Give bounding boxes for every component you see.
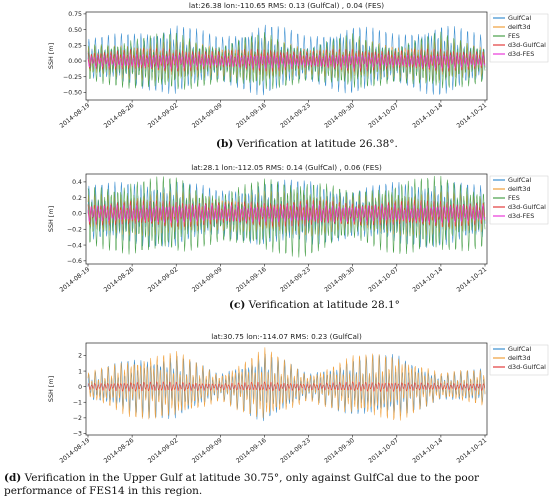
x-tick-label: 2014-09-09 [191,102,224,130]
x-tick-label: 2014-09-02 [147,102,180,130]
y-tick-label: 0.0 [72,211,82,218]
x-tick-label: 2014-10-14 [411,102,444,130]
legend-frame [489,344,549,376]
chart-b: lat:26.38 lon:-110.65 RMS: 0.13 (GulfCal… [47,1,549,130]
series-line-d3d-fes [87,54,486,69]
x-tick-label: 2014-09-23 [279,437,312,465]
x-tick-label: 2014-10-07 [367,266,400,294]
x-tick-label: 2014-08-26 [103,266,136,294]
y-tick-label: 0.50 [68,27,82,34]
series-line-d3d-fes [87,203,486,224]
chart-d: lat:30.75 lon:-114.07 RMS: 0.23 (GulfCal… [47,332,549,465]
y-tick-label: −1 [73,399,82,406]
x-tick-label: 2014-10-07 [367,437,400,465]
legend-label: delft3d [508,185,531,193]
series-group [87,175,486,258]
legend-label: delft3d [508,354,531,362]
plot-frame [85,173,488,265]
legend-label: GulfCal [508,14,531,22]
legend-label: GulfCal [508,345,531,353]
x-tick-label: 2014-09-30 [323,437,356,465]
legend-label: GulfCal [508,176,531,184]
caption-d: (d) Verification in the Upper Gulf at la… [4,472,544,498]
y-tick-label: −2 [73,415,82,422]
y-axis-label: SSH [m] [47,376,55,402]
chart-title: lat:30.75 lon:-114.07 RMS: 0.23 (GulfCal… [211,332,362,341]
legend-label: d3d-FES [508,212,534,220]
legend-label: d3d-GulfCal [508,363,546,371]
x-tick-label: 2014-09-02 [147,437,180,465]
x-tick-label: 2014-08-19 [59,266,92,294]
y-tick-label: 1 [78,368,82,375]
y-tick-label: 0 [78,384,82,391]
y-tick-label: 2 [78,353,82,360]
y-tick-label: −0.4 [67,242,82,249]
x-tick-label: 2014-08-26 [103,102,136,130]
caption-b-text: Verification at latitude 26.38°. [233,138,398,150]
x-tick-label: 2014-09-16 [235,266,268,294]
y-tick-label: 0.00 [68,58,82,65]
caption-c-label: (c) [229,299,246,311]
y-axis-label: SSH [m] [47,206,55,232]
x-tick-label: 2014-09-30 [323,102,356,130]
caption-c: (c) Verification at latitude 28.1° [229,299,400,312]
x-tick-label: 2014-10-14 [411,437,444,465]
x-tick-label: 2014-10-14 [411,266,444,294]
caption-d-label: (d) [4,472,22,484]
y-tick-label: −0.2 [67,226,82,233]
y-tick-label: 0.25 [68,43,82,50]
chart-title: lat:26.38 lon:-110.65 RMS: 0.13 (GulfCal… [189,1,384,10]
legend-label: d3d-GulfCal [508,41,546,49]
y-tick-label: 0.4 [72,179,82,186]
legend-label: delft3d [508,23,531,31]
plot-frame [85,11,488,101]
y-tick-label: −0.50 [63,90,82,97]
x-tick-label: 2014-09-30 [323,266,356,294]
y-tick-label: 0.2 [72,195,82,202]
caption-c-text: Verification at latitude 28.1° [245,299,400,311]
series-line-d3d-gulfcal [87,381,486,392]
y-tick-label: −3 [73,431,82,438]
legend-label: d3d-FES [508,50,534,58]
x-tick-label: 2014-09-02 [147,266,180,294]
caption-b: (b) Verification at latitude 26.38°. [216,138,398,151]
series-group [87,347,486,422]
caption-d-text: Verification in the Upper Gulf at latitu… [4,472,480,497]
x-tick-label: 2014-09-09 [191,437,224,465]
y-tick-label: −0.6 [67,258,82,265]
x-tick-label: 2014-10-21 [456,266,489,294]
x-tick-label: 2014-10-07 [367,102,400,130]
legend-label: FES [508,32,520,40]
x-tick-label: 2014-08-19 [59,437,92,465]
x-tick-label: 2014-08-26 [103,437,136,465]
chart-c: lat:28.1 lon:-112.05 RMS: 0.14 (GulfCal)… [47,163,549,294]
x-tick-label: 2014-08-19 [59,102,92,130]
caption-b-label: (b) [216,138,234,150]
y-axis-label: SSH [m] [47,43,55,69]
y-tick-label: −0.25 [63,74,82,81]
series-line-delft3d [87,347,486,421]
x-tick-label: 2014-09-09 [191,266,224,294]
plot-frame [85,342,488,436]
legend-label: d3d-GulfCal [508,203,546,211]
x-tick-label: 2014-09-23 [279,266,312,294]
x-tick-label: 2014-10-21 [456,102,489,130]
x-tick-label: 2014-10-21 [456,437,489,465]
series-group [87,24,486,96]
chart-title: lat:28.1 lon:-112.05 RMS: 0.14 (GulfCal)… [191,163,382,172]
x-tick-label: 2014-09-16 [235,102,268,130]
x-tick-label: 2014-09-16 [235,437,268,465]
legend-label: FES [508,194,520,202]
y-tick-label: 0.75 [68,11,82,18]
x-tick-label: 2014-09-23 [279,102,312,130]
